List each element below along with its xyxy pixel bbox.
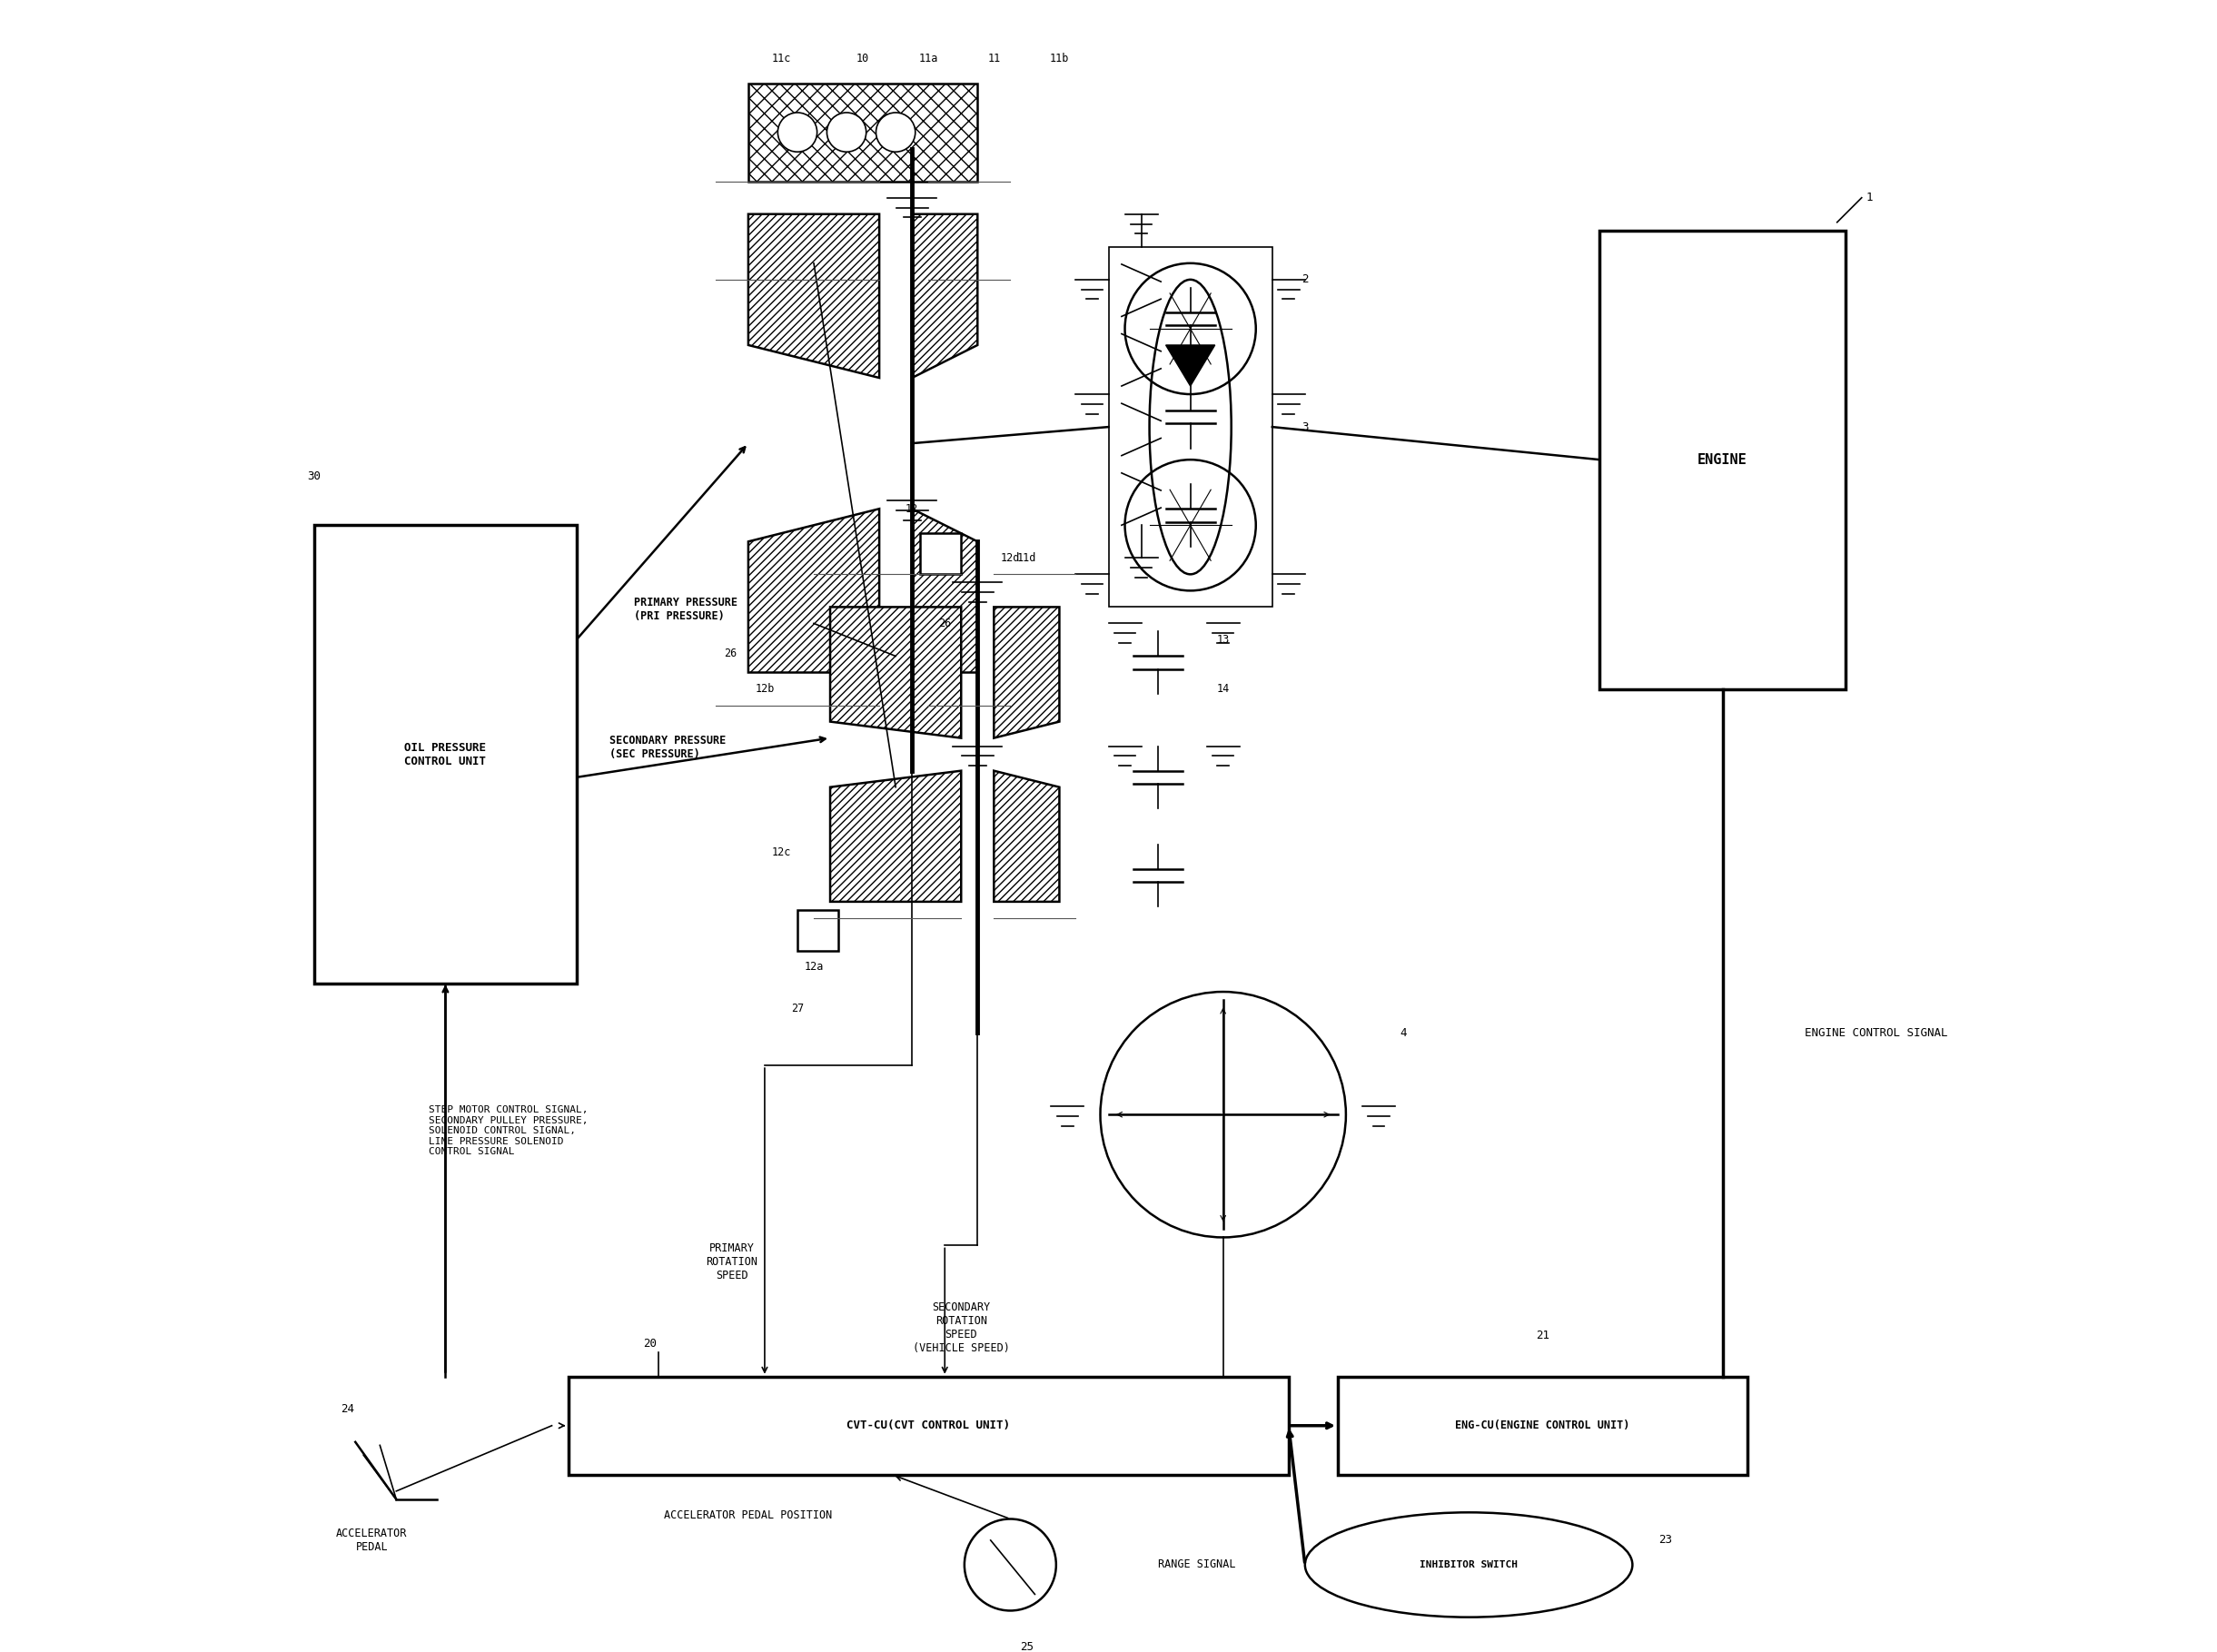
Text: STEP MOTOR CONTROL SIGNAL,
SECONDARY PULLEY PRESSURE,
SOLENOID CONTROL SIGNAL,
L: STEP MOTOR CONTROL SIGNAL, SECONDARY PUL… bbox=[430, 1105, 588, 1156]
Circle shape bbox=[876, 112, 916, 152]
Bar bbox=[1601, 231, 1845, 689]
Text: 30: 30 bbox=[308, 471, 321, 482]
Bar bbox=[1337, 1376, 1747, 1475]
Text: 20: 20 bbox=[643, 1338, 656, 1350]
Text: 14: 14 bbox=[1217, 682, 1230, 695]
Polygon shape bbox=[911, 509, 978, 672]
Text: 1: 1 bbox=[1867, 192, 1873, 203]
Text: ENGINE CONTROL SIGNAL: ENGINE CONTROL SIGNAL bbox=[1805, 1028, 1947, 1039]
Text: 4: 4 bbox=[1399, 1028, 1406, 1039]
Polygon shape bbox=[749, 509, 880, 672]
Text: 11b: 11b bbox=[1049, 53, 1069, 64]
Text: 11: 11 bbox=[987, 53, 1000, 64]
Text: 26: 26 bbox=[938, 618, 951, 629]
Polygon shape bbox=[829, 771, 962, 902]
Bar bbox=[920, 534, 962, 575]
Bar bbox=[315, 525, 576, 983]
Text: 10: 10 bbox=[856, 53, 869, 64]
Text: ENG-CU(ENGINE CONTROL UNIT): ENG-CU(ENGINE CONTROL UNIT) bbox=[1454, 1419, 1629, 1432]
Text: 12c: 12c bbox=[772, 847, 791, 859]
Ellipse shape bbox=[1306, 1513, 1632, 1617]
Bar bbox=[749, 83, 978, 182]
Text: 21: 21 bbox=[1536, 1330, 1550, 1341]
Text: PRIMARY
ROTATION
SPEED: PRIMARY ROTATION SPEED bbox=[705, 1242, 758, 1282]
Text: PRIMARY PRESSURE
(PRI PRESSURE): PRIMARY PRESSURE (PRI PRESSURE) bbox=[634, 596, 738, 623]
Text: 12a: 12a bbox=[805, 961, 823, 973]
Circle shape bbox=[1100, 991, 1346, 1237]
Text: 12b: 12b bbox=[756, 682, 774, 695]
Polygon shape bbox=[829, 606, 962, 738]
Text: ACCELERATOR PEDAL POSITION: ACCELERATOR PEDAL POSITION bbox=[665, 1510, 831, 1521]
Circle shape bbox=[964, 1518, 1055, 1611]
Text: ENGINE: ENGINE bbox=[1698, 453, 1747, 466]
Text: 2: 2 bbox=[1301, 274, 1308, 286]
Text: 11d: 11d bbox=[1018, 552, 1035, 563]
Bar bbox=[798, 910, 838, 952]
Text: ACCELERATOR
PEDAL: ACCELERATOR PEDAL bbox=[337, 1528, 408, 1553]
Text: RANGE SIGNAL: RANGE SIGNAL bbox=[1157, 1559, 1235, 1571]
Circle shape bbox=[827, 112, 867, 152]
Text: 23: 23 bbox=[1658, 1535, 1672, 1546]
Text: 24: 24 bbox=[341, 1403, 355, 1416]
Polygon shape bbox=[911, 215, 978, 378]
Text: SECONDARY PRESSURE
(SEC PRESSURE): SECONDARY PRESSURE (SEC PRESSURE) bbox=[610, 735, 725, 760]
Text: 26: 26 bbox=[723, 648, 736, 659]
Text: 3: 3 bbox=[1301, 421, 1308, 433]
Polygon shape bbox=[749, 215, 880, 378]
Circle shape bbox=[1124, 459, 1255, 591]
Bar bbox=[568, 1376, 1288, 1475]
Text: 13: 13 bbox=[1217, 634, 1230, 646]
Text: 11c: 11c bbox=[772, 53, 791, 64]
Bar bbox=[1108, 246, 1273, 606]
Circle shape bbox=[1124, 263, 1255, 395]
Text: OIL PRESSURE
CONTROL UNIT: OIL PRESSURE CONTROL UNIT bbox=[403, 742, 486, 767]
Text: 12d: 12d bbox=[1000, 552, 1020, 563]
Polygon shape bbox=[993, 606, 1060, 738]
Text: 12: 12 bbox=[905, 502, 918, 515]
Text: INHIBITOR SWITCH: INHIBITOR SWITCH bbox=[1419, 1559, 1519, 1569]
Polygon shape bbox=[993, 771, 1060, 902]
Text: 25: 25 bbox=[1020, 1640, 1033, 1652]
Text: 11a: 11a bbox=[918, 53, 938, 64]
Text: CVT-CU(CVT CONTROL UNIT): CVT-CU(CVT CONTROL UNIT) bbox=[847, 1419, 1011, 1432]
Text: 27: 27 bbox=[791, 1003, 805, 1014]
Text: SECONDARY
ROTATION
SPEED
(VEHICLE SPEED): SECONDARY ROTATION SPEED (VEHICLE SPEED) bbox=[913, 1302, 1009, 1353]
Polygon shape bbox=[1166, 345, 1215, 387]
Circle shape bbox=[778, 112, 818, 152]
